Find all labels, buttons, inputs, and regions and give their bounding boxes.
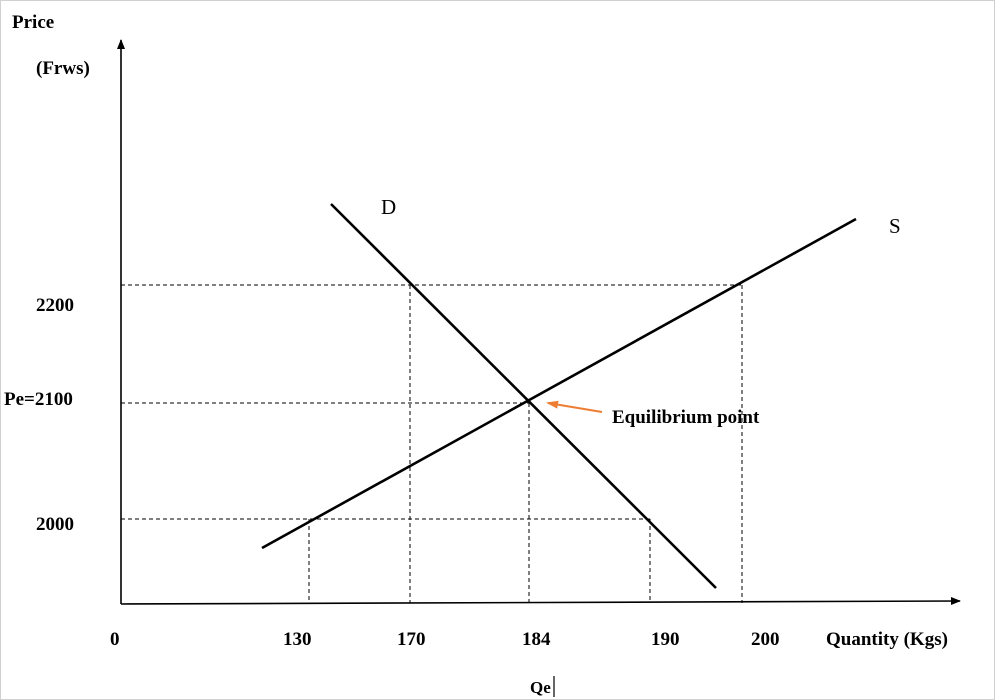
x-tick-0: 0 — [110, 629, 120, 650]
y-tick-2200: 2200 — [36, 295, 74, 316]
x-tick-184: 184 — [522, 629, 551, 650]
x-tick-130: 130 — [283, 629, 312, 650]
x-axis-label: Quantity (Kgs) — [826, 629, 948, 650]
y-tick-pe-2100: Pe=2100 — [4, 389, 73, 410]
y-axis-label-line2: (Frws) — [36, 58, 90, 79]
equilibrium-arrow — [546, 400, 603, 413]
supply-curve-label: S — [889, 214, 901, 238]
supply-curve — [261, 217, 857, 550]
qe-label: Qe — [530, 678, 551, 697]
x-axis — [120, 597, 961, 606]
demand-curve-label: D — [381, 195, 396, 219]
x-tick-200: 200 — [751, 629, 780, 650]
x-tick-170: 170 — [397, 629, 426, 650]
y-tick-2000: 2000 — [36, 514, 74, 535]
guide-lines — [121, 284, 743, 603]
demand-curve — [330, 203, 717, 589]
x-tick-190: 190 — [651, 629, 680, 650]
y-axis-label-line1: Price — [12, 12, 54, 33]
equilibrium-point-label: Equilibrium point — [612, 407, 760, 428]
curves — [261, 203, 857, 589]
